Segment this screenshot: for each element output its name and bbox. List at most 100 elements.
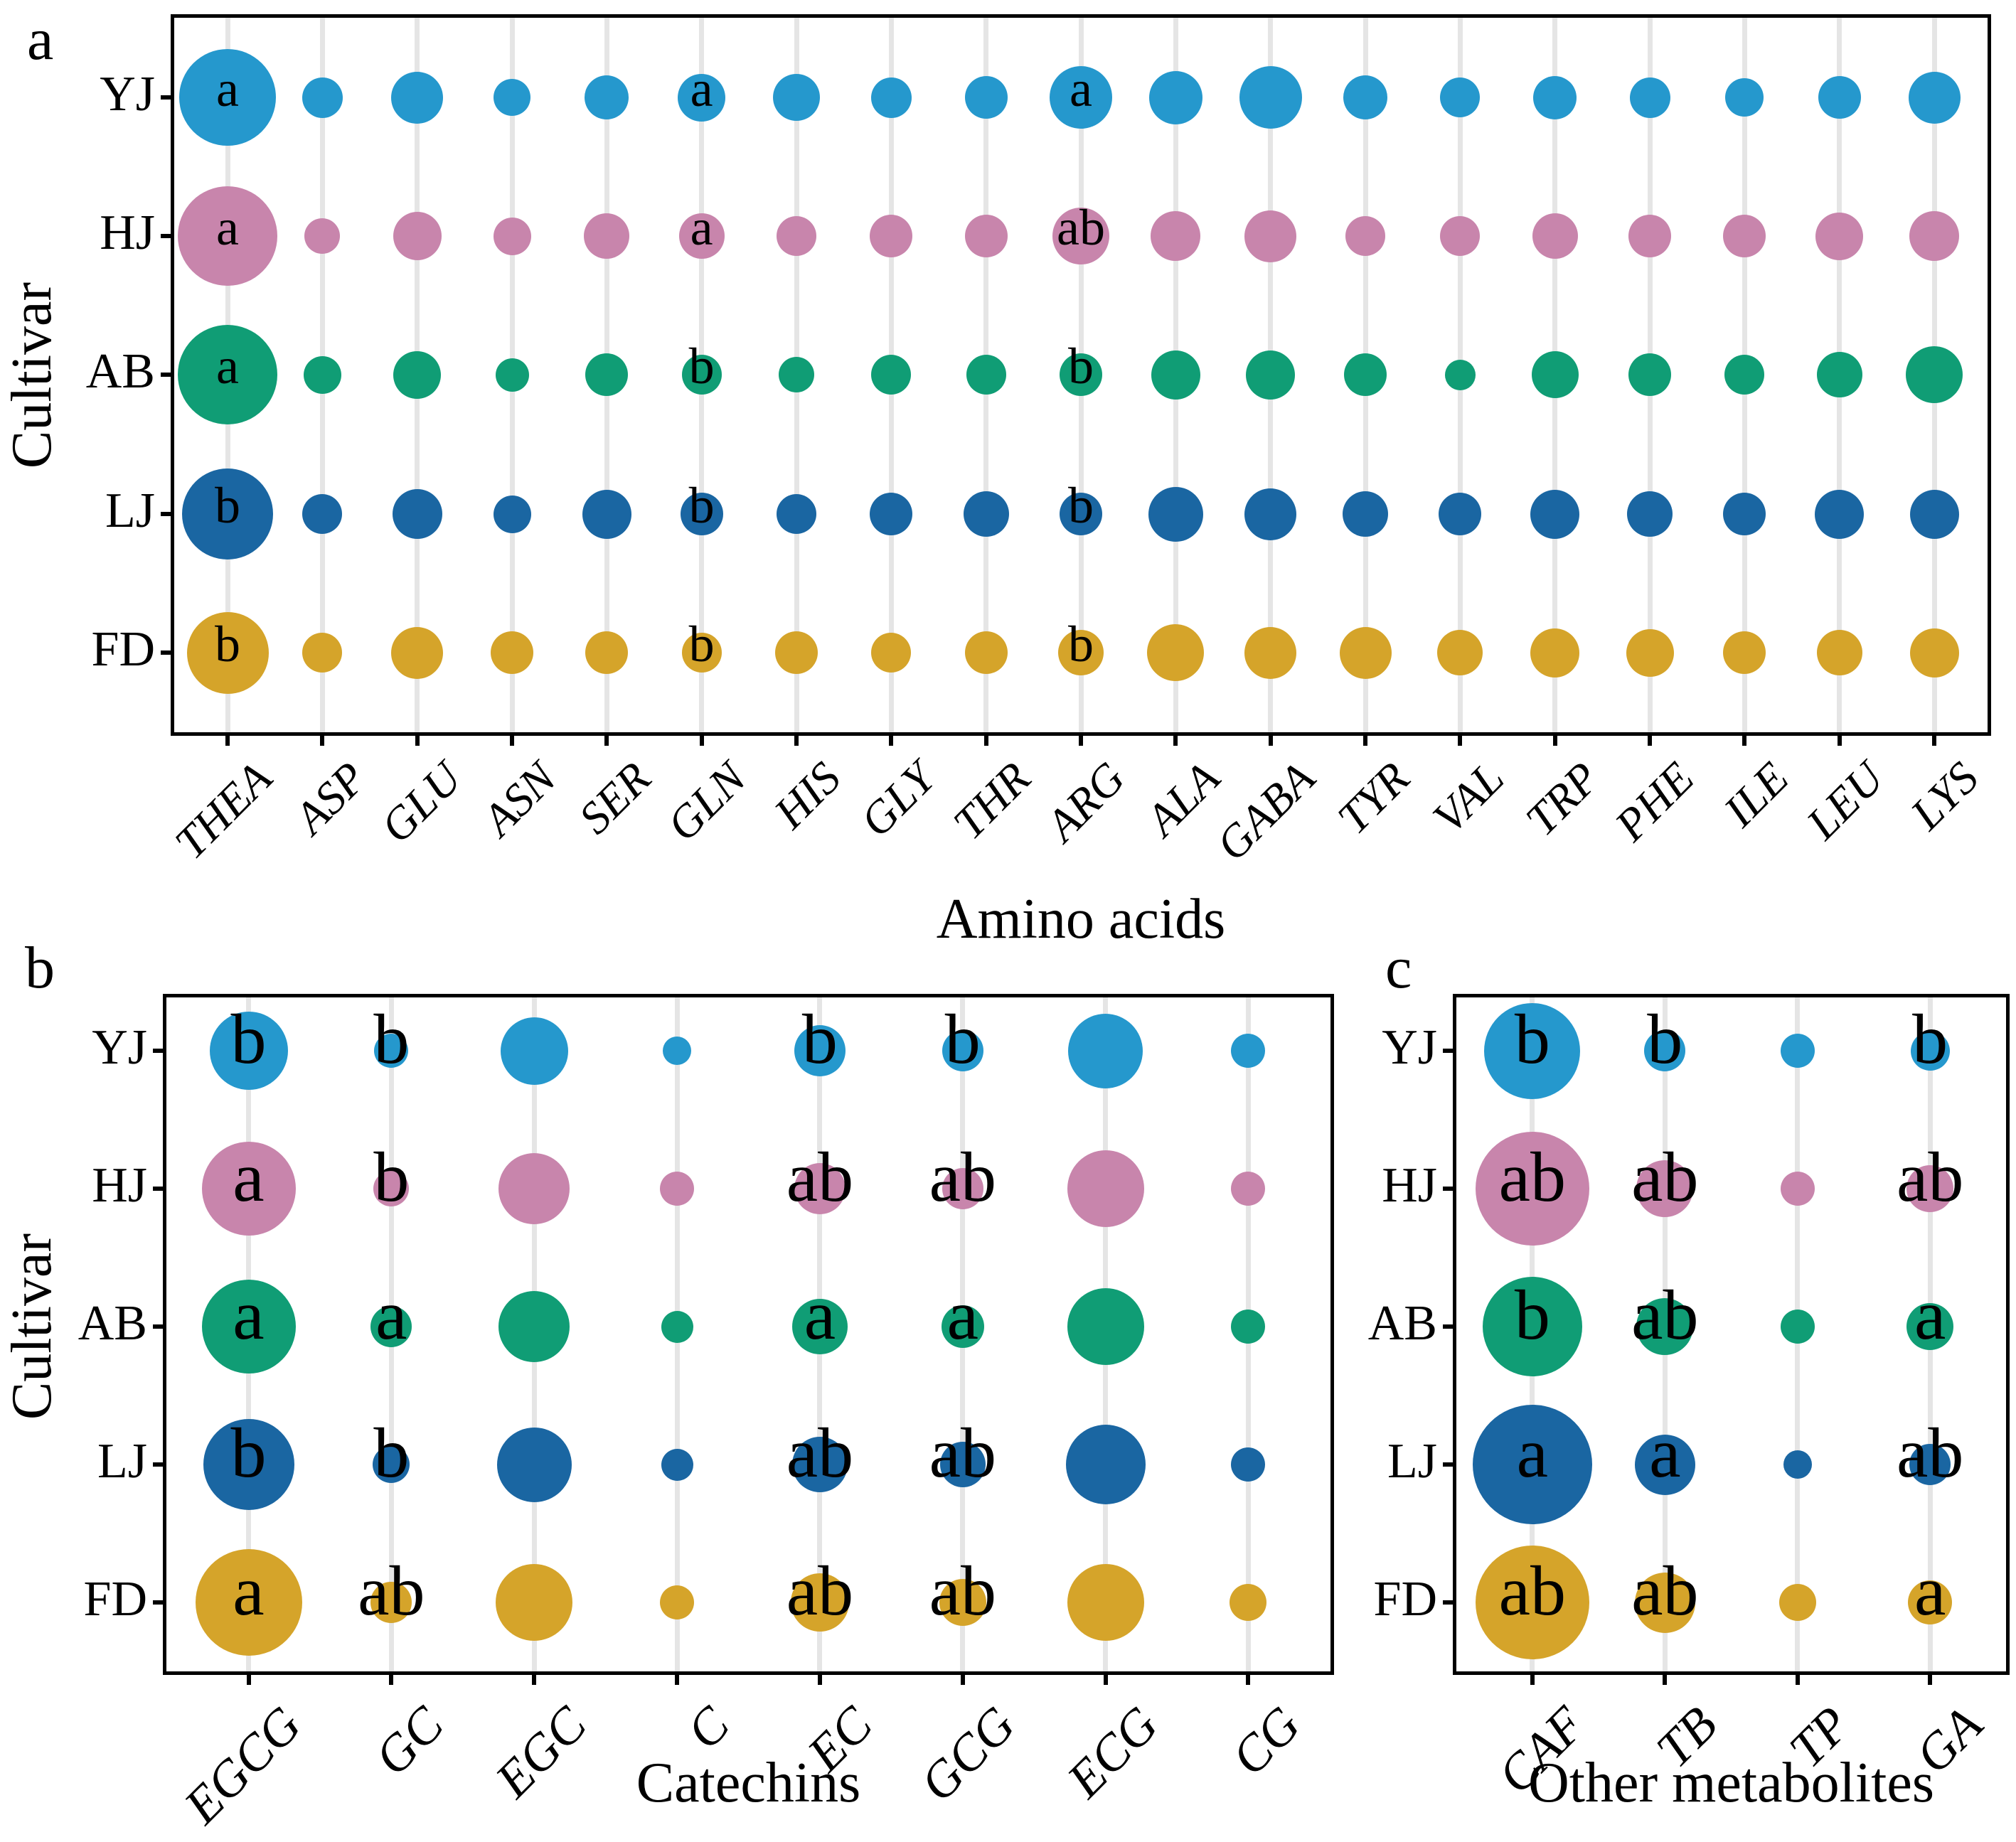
- y-axis-tick-HJ: [161, 234, 171, 238]
- sig-label-HJ-GC: b: [373, 1137, 410, 1216]
- x-tick-label-EGCG: EGCG: [173, 1696, 312, 1835]
- bubble-FD-EC: [790, 1573, 849, 1632]
- bubble-AB-GC: [370, 1306, 412, 1347]
- bubble-LJ-TB: [1634, 1434, 1695, 1495]
- bubble-LJ-SER: [582, 489, 631, 539]
- bubble-LJ-GCG: [939, 1442, 986, 1487]
- bubble-YJ-TYR: [1343, 75, 1387, 119]
- bubble-YJ-HIS: [773, 74, 820, 121]
- x-axis-tick-ILE: [1742, 736, 1747, 746]
- x-axis-tick-ALA: [1173, 736, 1178, 746]
- bubble-FD-ILE: [1723, 631, 1766, 674]
- y-axis-title-b: Cultivar: [1, 1233, 63, 1420]
- y-axis-tick-HJ: [1443, 1187, 1453, 1191]
- bubble-YJ-TP: [1780, 1034, 1815, 1068]
- sig-label-FD-EC: ab: [786, 1551, 854, 1630]
- sig-label-HJ-ARG: ab: [1057, 199, 1105, 257]
- bubble-YJ-GLY: [870, 77, 912, 118]
- sig-label-LJ-GC: b: [373, 1413, 410, 1492]
- sig-label-AB-THEA: a: [216, 338, 239, 395]
- sig-label-YJ-GCG: b: [944, 1000, 981, 1078]
- panel-a-letter: a: [27, 6, 54, 73]
- sig-label-HJ-GCG: ab: [929, 1137, 996, 1216]
- bubble-LJ-LEU: [1815, 489, 1865, 539]
- x-axis-tick-THR: [983, 736, 988, 746]
- bubble-AB-ARG: [1060, 353, 1102, 396]
- bubble-HJ-GCG: [942, 1168, 983, 1209]
- bubble-FD-LYS: [1909, 628, 1959, 678]
- bubble-LJ-EGC: [496, 1427, 572, 1502]
- bubble-AB-EGCG: [201, 1280, 296, 1374]
- bubble-FD-PHE: [1626, 628, 1674, 677]
- x-axis-tick-LYS: [1932, 736, 1936, 746]
- bubble-AB-LEU: [1816, 352, 1862, 397]
- y-tick-label-AB: AB: [1367, 1296, 1437, 1351]
- sig-label-LJ-ARG: b: [1068, 477, 1094, 535]
- bubble-YJ-THR: [964, 76, 1008, 119]
- bubble-FD-GLY: [871, 633, 912, 673]
- bubble-FD-HIS: [775, 631, 818, 674]
- sig-label-YJ-EGCG: b: [230, 1000, 267, 1078]
- bubble-AB-GABA: [1246, 350, 1296, 400]
- sig-label-HJ-EGCG: a: [233, 1137, 265, 1216]
- bubble-HJ-HIS: [777, 216, 816, 256]
- sig-label-AB-GC: a: [375, 1275, 407, 1354]
- x-axis-title-a: Amino acids: [936, 888, 1226, 951]
- panel-b-letter: b: [25, 935, 55, 1001]
- bubble-HJ-GLN: [678, 213, 725, 259]
- bubble-AB-ASN: [495, 358, 529, 392]
- bubble-AB-TB: [1636, 1298, 1694, 1355]
- bubble-LJ-CAF: [1472, 1405, 1592, 1524]
- bubble-AB-CAF: [1482, 1277, 1582, 1376]
- x-axis-tick-TYR: [1363, 736, 1367, 746]
- bubble-LJ-VAL: [1439, 493, 1482, 535]
- x-axis-tick-ECG: [1103, 1675, 1108, 1685]
- sig-label-FD-GC: ab: [358, 1551, 425, 1630]
- y-axis-tick-FD: [153, 1600, 163, 1605]
- bubble-LJ-THR: [963, 491, 1009, 537]
- y-tick-label-LJ: LJ: [1387, 1434, 1437, 1489]
- bubble-AB-EC: [791, 1299, 848, 1354]
- x-axis-tick-CAF: [1530, 1675, 1535, 1685]
- bubble-LJ-PHE: [1627, 491, 1673, 537]
- bubble-AB-THR: [966, 355, 1006, 395]
- sig-label-FD-GA: a: [1914, 1551, 1946, 1630]
- x-axis-tick-GLU: [415, 736, 420, 746]
- bubble-HJ-GA: [1906, 1165, 1954, 1212]
- bubble-AB-TP: [1780, 1310, 1815, 1344]
- bubble-FD-VAL: [1437, 630, 1483, 675]
- bubble-YJ-ALA: [1148, 70, 1202, 124]
- x-axis-title-b: Catechins: [636, 1752, 861, 1814]
- x-axis-tick-PHE: [1648, 736, 1652, 746]
- bubble-YJ-GLU: [391, 71, 444, 124]
- bubble-AB-ASP: [303, 355, 341, 394]
- bubble-LJ-HIS: [777, 494, 816, 534]
- bubble-HJ-CG: [1231, 1172, 1266, 1206]
- bubble-HJ-TP: [1780, 1172, 1815, 1206]
- bubble-HJ-EGC: [498, 1153, 570, 1224]
- bubble-FD-THR: [964, 631, 1008, 674]
- x-axis-tick-GABA: [1268, 736, 1273, 746]
- sig-label-AB-ARG: b: [1068, 338, 1094, 395]
- sig-label-AB-GCG: a: [946, 1275, 978, 1354]
- bubble-AB-HIS: [779, 357, 814, 392]
- sig-label-LJ-EC: ab: [786, 1413, 854, 1492]
- bubble-LJ-GC: [373, 1446, 410, 1483]
- bubble-FD-ASP: [302, 633, 343, 673]
- sig-label-YJ-GC: b: [373, 1000, 410, 1078]
- sig-label-LJ-GCG: ab: [929, 1413, 996, 1492]
- sig-label-HJ-EC: ab: [786, 1137, 854, 1216]
- bubble-FD-TRP: [1530, 628, 1580, 678]
- bubble-HJ-GC: [373, 1171, 410, 1206]
- bubble-LJ-EGCG: [203, 1419, 294, 1510]
- y-tick-label-YJ: YJ: [92, 1020, 147, 1075]
- bubble-AB-VAL: [1444, 359, 1476, 390]
- x-axis-tick-THEA: [225, 736, 230, 746]
- bubble-AB-TYR: [1344, 353, 1387, 396]
- sig-label-HJ-GLN: a: [690, 199, 713, 257]
- bubble-YJ-ARG: [1050, 66, 1112, 129]
- panel-c-letter: c: [1385, 935, 1412, 1001]
- bubble-LJ-ILE: [1723, 493, 1766, 535]
- bubble-HJ-PHE: [1628, 215, 1671, 257]
